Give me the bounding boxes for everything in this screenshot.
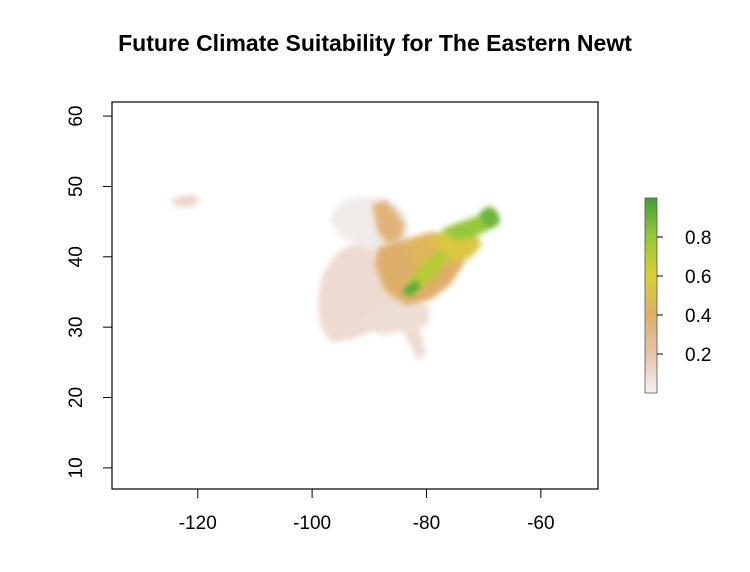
- legend-tick-label: 0.2: [685, 345, 711, 366]
- legend-colorbar: [644, 197, 658, 394]
- y-tick-label: 50: [66, 176, 87, 197]
- x-ticks: -120 -100 -80 -60: [179, 489, 555, 534]
- y-tick-label: 60: [66, 106, 87, 127]
- x-tick-label: -120: [179, 513, 217, 534]
- legend-tick-label: 0.4: [685, 306, 712, 327]
- x-tick-label: -80: [413, 513, 440, 534]
- y-tick-label: 40: [66, 246, 87, 267]
- legend-tick-label: 0.8: [685, 228, 711, 249]
- color-legend: 0.2 0.4 0.6 0.8: [644, 197, 712, 394]
- legend-tick-label: 0.6: [685, 267, 711, 288]
- y-ticks: 10 20 30 40 50 60: [66, 106, 112, 478]
- region-great-lakes-michigan: [372, 200, 405, 245]
- y-tick-label: 20: [66, 387, 87, 408]
- x-tick-label: -60: [527, 513, 554, 534]
- y-tick-label: 30: [66, 317, 87, 338]
- chart-title: Future Climate Suitability for The Easte…: [118, 30, 632, 56]
- suitability-map: [171, 195, 500, 360]
- region-pacific-northwest-patch: [171, 195, 199, 207]
- region-southern-blue-ridge: [402, 280, 420, 296]
- x-tick-label: -100: [293, 513, 331, 534]
- region-maine-highlands: [480, 206, 500, 228]
- y-tick-label: 10: [66, 457, 87, 478]
- region-florida: [405, 325, 426, 360]
